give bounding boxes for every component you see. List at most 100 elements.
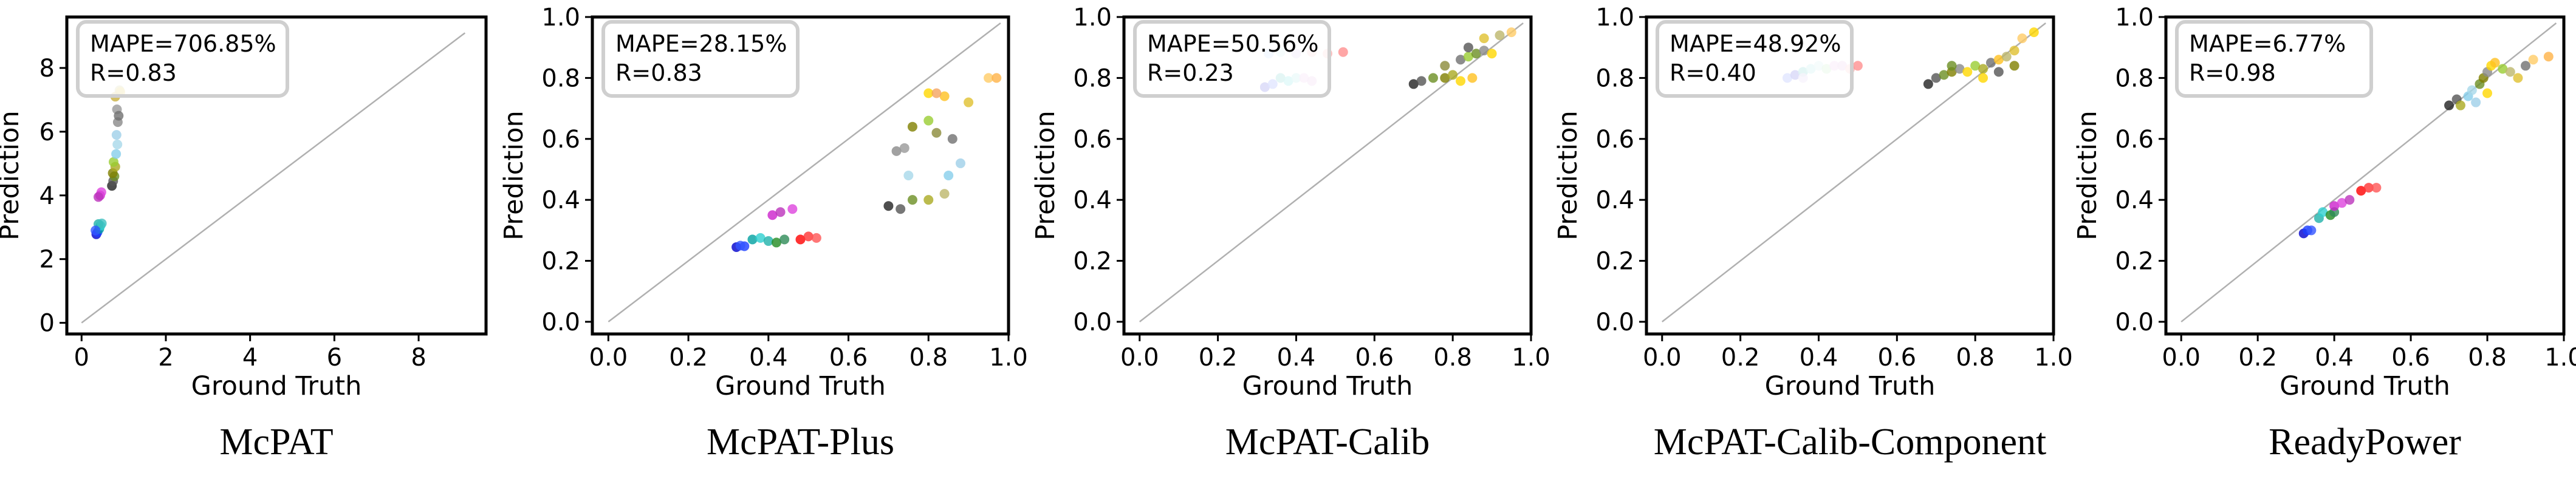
data-point <box>1428 73 1438 83</box>
panel-caption: McPAT <box>219 421 333 463</box>
data-point <box>2363 183 2374 193</box>
data-point <box>114 111 124 121</box>
y-tick-label: 0.8 <box>1595 64 1634 92</box>
data-point <box>923 88 934 98</box>
y-tick-label: 0.6 <box>541 126 580 154</box>
data-point <box>992 73 1002 83</box>
chart-panel-3: 0.0 0.2 0.4 0.6 0.8 1.0 0.0 0.2 0.4 0.6 0.8 1.0 Grou… <box>1030 4 1550 463</box>
chart-panel-4: 0.0 0.2 0.4 0.6 0.8 1.0 0.0 0.2 0.4 0.6 0.8 1.0 Grou… <box>1553 4 2073 463</box>
panel-caption: ReadyPower <box>2269 421 2461 463</box>
x-tick-label: 1.0 <box>989 344 1028 372</box>
y-tick-label: 1.0 <box>541 4 580 32</box>
x-axis-label: Ground Truth <box>1765 371 1936 401</box>
data-point <box>939 189 950 199</box>
y-tick-label: 0.4 <box>541 186 580 214</box>
y-axis-label: Prediction <box>1030 111 1061 240</box>
data-point <box>1954 64 1965 74</box>
data-point <box>1939 70 1949 80</box>
x-axis-label: Ground Truth <box>1242 371 1413 401</box>
panel-caption: McPAT-Plus <box>707 421 894 463</box>
chart-panel-1: 0 2 4 6 8 0 2 4 6 8 Ground Truth Prediction MAPE=706… <box>0 15 488 463</box>
panel-caption: McPAT-Calib-Component <box>1654 421 2046 463</box>
chart-panel-2: 0.0 0.2 0.4 0.6 0.8 1.0 0.0 0.2 0.4 0.6 0.8 1.0 Grou… <box>499 4 1028 463</box>
diagonal-line <box>81 32 466 324</box>
data-point <box>1962 67 1973 77</box>
data-point <box>2528 55 2538 65</box>
metrics-legend <box>601 20 800 98</box>
y-tick-label: 0.0 <box>1073 308 1112 336</box>
data-point <box>1456 55 1466 65</box>
y-tick-label: 0.6 <box>2115 126 2154 154</box>
x-axis-label: Ground Truth <box>715 371 886 401</box>
data-point <box>2444 100 2454 111</box>
y-tick-label: 0.2 <box>1595 248 1634 276</box>
data-point <box>94 192 104 202</box>
diagonal-line <box>2180 22 2557 322</box>
x-tick-label: 0.4 <box>1277 344 1316 372</box>
data-point <box>931 128 942 138</box>
data-point <box>2505 67 2515 77</box>
y-tick-label: 0.2 <box>2115 248 2154 276</box>
chart-panel-5: 0.0 0.2 0.4 0.6 0.8 1.0 0.0 0.2 0.4 0.6 0.8 1.0 Grou… <box>2072 4 2576 463</box>
metrics-legend <box>1133 20 1331 98</box>
x-tick-label: 0.4 <box>2315 344 2354 372</box>
x-tick-label: 1.0 <box>2034 344 2073 372</box>
data-point <box>787 204 798 214</box>
x-tick-label: 8 <box>411 344 426 372</box>
data-point <box>111 149 122 159</box>
data-point <box>1471 49 1481 59</box>
data-point <box>903 171 914 180</box>
y-tick-label: 1.0 <box>1073 4 1112 32</box>
y-tick-label: 8 <box>39 55 55 83</box>
data-point <box>1852 61 1863 71</box>
metrics-legend <box>2175 20 2373 98</box>
data-point <box>1416 76 1427 86</box>
metric-r: R=0.98 <box>2189 60 2276 86</box>
data-point <box>763 236 773 246</box>
y-tick-label: 0.2 <box>541 248 580 276</box>
data-point <box>1479 46 1489 56</box>
y-tick-label: 6 <box>39 118 55 146</box>
data-point <box>779 234 790 245</box>
x-axis-label: Ground Truth <box>191 371 362 401</box>
data-point <box>1467 73 1478 83</box>
metrics-legend <box>76 20 289 98</box>
data-point <box>2482 88 2493 98</box>
data-point <box>91 225 101 236</box>
y-tick-label: 0.8 <box>2115 64 2154 92</box>
metrics-legend <box>1656 20 1854 98</box>
metric-r: R=0.83 <box>615 60 702 86</box>
metric-mape: MAPE=28.15% <box>615 30 787 57</box>
data-point <box>112 139 123 149</box>
x-tick-label: 0.2 <box>2238 344 2277 372</box>
x-tick-label: 0.0 <box>2162 344 2201 372</box>
data-point <box>2467 85 2477 95</box>
x-tick-label: 0.2 <box>1721 344 1760 372</box>
data-point <box>2455 100 2465 111</box>
metric-mape: MAPE=6.77% <box>2189 30 2346 57</box>
data-point <box>947 134 957 144</box>
data-point <box>1408 79 1419 89</box>
y-tick-label: 0.0 <box>1595 308 1634 336</box>
y-tick-label: 0.0 <box>2115 308 2154 336</box>
data-point <box>907 121 917 132</box>
x-axis-label: Ground Truth <box>2280 371 2450 401</box>
data-point <box>883 201 894 211</box>
data-point <box>2001 52 2012 62</box>
y-tick-label: 0.8 <box>1073 64 1112 92</box>
y-tick-label: 0.4 <box>2115 186 2154 214</box>
data-point <box>1456 76 1466 86</box>
metric-r: R=0.23 <box>1147 60 1234 86</box>
data-point <box>2318 207 2328 217</box>
data-point <box>931 88 942 98</box>
x-tick-label: 0.8 <box>2468 344 2507 372</box>
data-point <box>811 233 821 243</box>
data-point <box>2521 61 2531 71</box>
y-tick-label: 0.6 <box>1073 126 1112 154</box>
data-point <box>984 73 994 83</box>
data-point <box>771 237 781 248</box>
x-tick-label: 0.0 <box>1120 344 1159 372</box>
data-point <box>891 146 902 156</box>
y-axis-label: Prediction <box>1553 111 1583 240</box>
y-tick-label: 1.0 <box>1595 4 1634 32</box>
